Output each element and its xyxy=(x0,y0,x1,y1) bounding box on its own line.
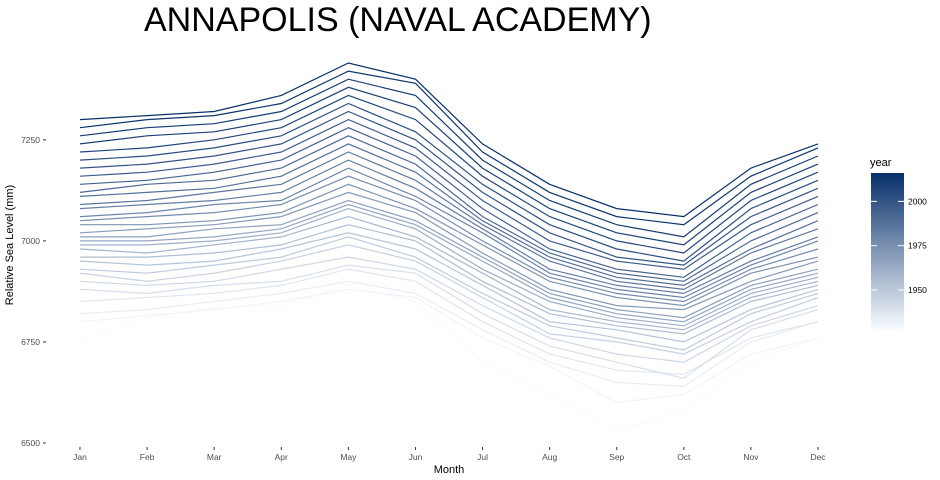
series-line-1976 xyxy=(79,175,819,303)
series-line-1952 xyxy=(79,232,819,343)
series-line-1931 xyxy=(79,288,819,404)
x-axis: Jan Feb Mar Apr May Jun Jul Aug Sep Oct Nov Dec xyxy=(73,447,826,462)
series-line-1967 xyxy=(80,199,819,319)
y-tick-label: 7250 xyxy=(21,135,40,145)
x-tick-label: Apr xyxy=(275,452,288,462)
series-line-2016 xyxy=(79,62,819,218)
series-line-1949 xyxy=(79,236,819,351)
series-line-1994 xyxy=(79,127,819,278)
color-legend: year 1950 1975 2000 xyxy=(870,157,927,329)
series-lines xyxy=(79,62,819,432)
y-axis: 6500 6750 7000 7250 xyxy=(21,135,46,448)
series-line-1946 xyxy=(79,244,819,355)
series-line-2011 xyxy=(79,78,819,238)
y-axis-title: Relative Sea Level (mm) xyxy=(4,185,16,305)
legend-ticks: 1950 1975 2000 xyxy=(871,196,927,295)
series-line-1982 xyxy=(79,159,819,295)
x-tick-label: Jun xyxy=(409,452,423,462)
x-axis-title: Month xyxy=(434,464,465,476)
series-line-1964 xyxy=(80,203,819,323)
series-line-1955 xyxy=(80,224,819,335)
series-line-2009 xyxy=(79,86,819,246)
series-line-1997 xyxy=(79,118,819,270)
series-line-1940 xyxy=(79,264,819,379)
series-line-1979 xyxy=(79,167,819,299)
series-line-1985 xyxy=(79,151,819,291)
y-tick-label: 7000 xyxy=(21,236,40,246)
x-tick-label: Dec xyxy=(810,452,826,462)
chart-title: ANNAPOLIS (NAVAL ACADEMY) xyxy=(144,1,652,39)
x-tick-label: Jul xyxy=(477,452,488,462)
x-tick-label: Mar xyxy=(207,452,222,462)
x-tick-label: Feb xyxy=(140,452,155,462)
x-tick-label: Nov xyxy=(743,452,759,462)
series-line-1958 xyxy=(79,215,819,331)
legend-colorbar xyxy=(871,173,904,329)
x-tick-label: May xyxy=(340,452,357,462)
series-line-1988 xyxy=(79,143,819,287)
series-line-1937 xyxy=(79,268,819,375)
series-line-1934 xyxy=(79,280,819,388)
x-tick-label: Aug xyxy=(542,452,557,462)
legend-tick-label: 2000 xyxy=(908,196,927,206)
x-tick-label: Jan xyxy=(73,452,87,462)
y-tick-label: 6750 xyxy=(21,337,40,347)
y-tick-label: 6500 xyxy=(21,438,40,448)
x-tick-label: Sep xyxy=(609,452,624,462)
series-line-2000 xyxy=(79,110,819,266)
series-line-1961 xyxy=(80,207,819,327)
x-tick-label: Oct xyxy=(677,452,691,462)
series-line-2014 xyxy=(79,70,819,226)
series-line-1991 xyxy=(79,135,819,282)
series-line-1943 xyxy=(79,256,819,363)
series-line-1973 xyxy=(80,183,819,307)
series-line-2006 xyxy=(79,94,819,254)
series-line-1928 xyxy=(79,284,819,432)
series-line-2003 xyxy=(79,102,819,262)
legend-tick-label: 1950 xyxy=(908,285,927,295)
series-line-1970 xyxy=(79,191,819,311)
legend-tick-label: 1975 xyxy=(908,241,927,251)
legend-title: year xyxy=(870,157,892,169)
